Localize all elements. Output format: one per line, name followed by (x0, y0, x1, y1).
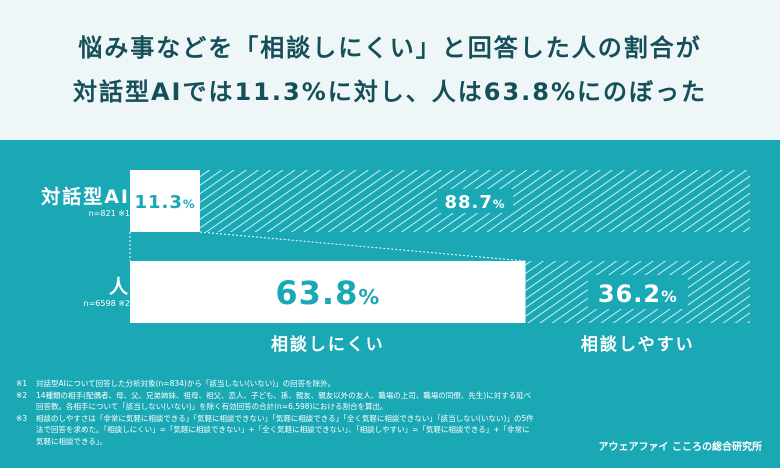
source-credit: アウェアファイ こころの総合研究所 (598, 442, 762, 453)
series-label: 相談しやすい (581, 334, 695, 355)
category-label: 人 (108, 276, 130, 298)
data-label-bg (587, 275, 688, 309)
category-human: 人 n=6598 ※2 (84, 272, 130, 308)
category-note: n=6598 ※2 (83, 299, 130, 308)
data-label: 11.3% (134, 192, 195, 213)
data-label-bg (437, 189, 514, 213)
bar-segment-hard-to-consult (130, 170, 201, 232)
series-label: 相談しにくい (271, 334, 385, 355)
category-ai: 対話型AI n=821 ※1 (41, 182, 130, 218)
footnotes: ※1 対話型AIについて回答した分析対象(n=834)から「該当しない(いない)」… (16, 378, 536, 447)
bar-segment-hard-to-consult (130, 261, 526, 323)
footnote: ※3 相談のしやすさは「非常に気軽に相談できる」「気軽に相談できない」「気軽に相談… (16, 413, 534, 446)
title-line-1: 悩み事などを「相談しにくい」と回答した人の割合が (78, 34, 702, 62)
footnote: ※1 対話型AIについて回答した分析対象(n=834)から「該当しない(いない)」… (16, 379, 336, 388)
category-note: n=821 ※1 (88, 209, 130, 218)
category-label: 対話型AI (41, 186, 130, 208)
data-label: 88.7% (444, 192, 505, 213)
footnote: ※2 14種類の相手(配偶者、母、父、兄弟姉妹、祖母、祖父、恋人、子ども、孫、親友… (16, 390, 532, 412)
title-line-2: 対話型AIでは11.3%に対し、人は63.8%にのぼった (72, 78, 708, 106)
connector-line (200, 231, 526, 262)
data-label: 63.8% (275, 274, 380, 312)
header: 悩み事などを「相談しにくい」と回答した人の割合が 対話型AIでは11.3%に対し… (0, 0, 780, 140)
